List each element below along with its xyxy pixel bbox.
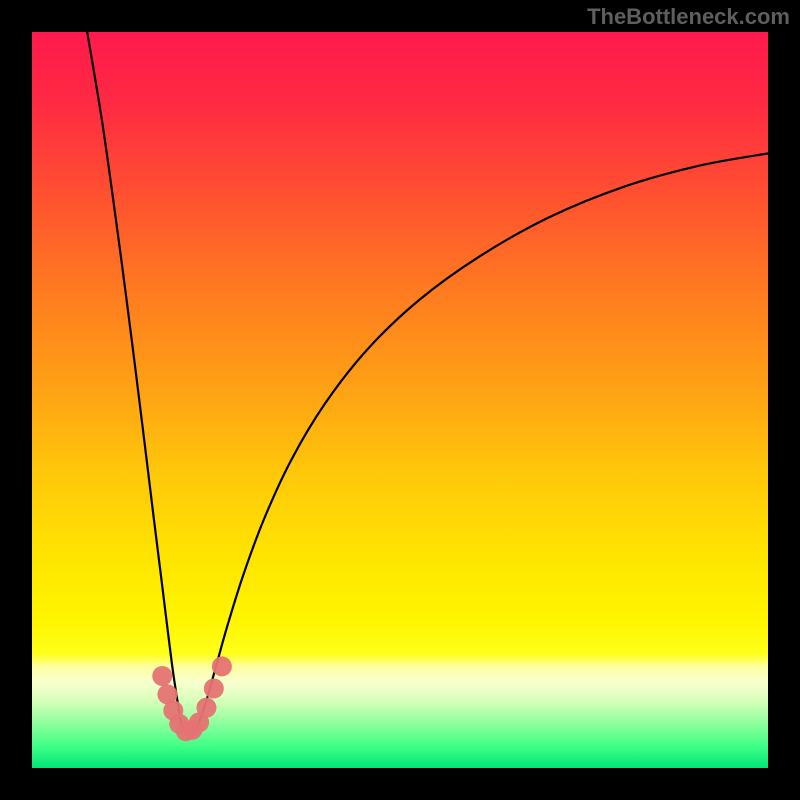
plot-background (32, 32, 768, 768)
marker-point (212, 656, 232, 676)
marker-point (196, 698, 216, 718)
bottleneck-chart (0, 0, 800, 800)
marker-point (152, 666, 172, 686)
chart-container: TheBottleneck.com (0, 0, 800, 800)
marker-point (204, 679, 224, 699)
